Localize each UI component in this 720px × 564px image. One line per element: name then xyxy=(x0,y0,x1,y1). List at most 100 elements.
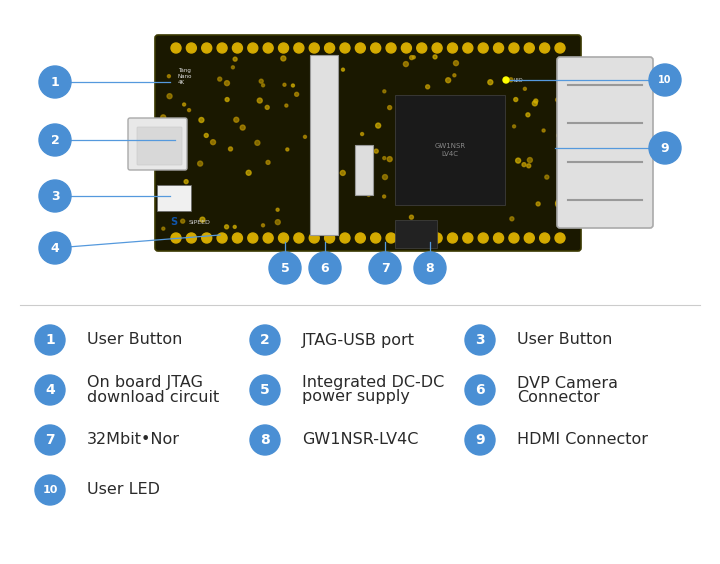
Circle shape xyxy=(494,233,503,243)
Circle shape xyxy=(371,43,381,53)
Circle shape xyxy=(261,84,264,87)
Circle shape xyxy=(356,43,365,53)
Circle shape xyxy=(276,208,279,212)
Circle shape xyxy=(432,43,442,53)
Circle shape xyxy=(540,43,549,53)
Circle shape xyxy=(255,140,260,146)
Text: JTAG-USB port: JTAG-USB port xyxy=(302,333,415,347)
FancyBboxPatch shape xyxy=(155,35,581,251)
Circle shape xyxy=(417,233,427,243)
Circle shape xyxy=(266,160,270,164)
Circle shape xyxy=(200,217,205,222)
Circle shape xyxy=(225,81,230,86)
Circle shape xyxy=(536,202,540,206)
Text: GW1NSR
LV4C: GW1NSR LV4C xyxy=(434,143,466,156)
Circle shape xyxy=(233,233,243,243)
FancyBboxPatch shape xyxy=(137,127,182,165)
Circle shape xyxy=(325,43,335,53)
Circle shape xyxy=(382,175,387,179)
Circle shape xyxy=(542,129,545,132)
Circle shape xyxy=(649,132,681,164)
Text: 8: 8 xyxy=(426,262,434,275)
Circle shape xyxy=(39,180,71,212)
Circle shape xyxy=(532,101,537,106)
Circle shape xyxy=(325,233,335,243)
Circle shape xyxy=(433,55,437,59)
Circle shape xyxy=(387,157,392,162)
Circle shape xyxy=(371,233,381,243)
Circle shape xyxy=(294,92,299,96)
Circle shape xyxy=(184,179,188,184)
Circle shape xyxy=(250,375,280,405)
Circle shape xyxy=(564,123,569,128)
Circle shape xyxy=(514,98,518,102)
Text: DVP Camera: DVP Camera xyxy=(517,376,618,390)
Circle shape xyxy=(453,74,456,77)
Circle shape xyxy=(225,98,229,102)
Circle shape xyxy=(522,162,526,166)
Circle shape xyxy=(39,124,71,156)
Circle shape xyxy=(478,233,488,243)
Circle shape xyxy=(454,61,459,65)
Circle shape xyxy=(374,149,378,153)
Circle shape xyxy=(217,43,227,53)
Circle shape xyxy=(465,375,495,405)
Circle shape xyxy=(570,222,573,226)
Circle shape xyxy=(386,43,396,53)
Circle shape xyxy=(279,233,289,243)
FancyBboxPatch shape xyxy=(157,185,191,211)
Circle shape xyxy=(294,233,304,243)
Circle shape xyxy=(246,170,251,175)
Circle shape xyxy=(186,43,197,53)
Circle shape xyxy=(234,117,239,122)
Circle shape xyxy=(509,78,513,82)
Text: 32Mbit•Nor: 32Mbit•Nor xyxy=(87,433,180,447)
Circle shape xyxy=(248,43,258,53)
Circle shape xyxy=(410,56,413,60)
Circle shape xyxy=(168,187,171,190)
Circle shape xyxy=(527,157,532,162)
Circle shape xyxy=(341,170,346,175)
FancyBboxPatch shape xyxy=(128,118,187,170)
Circle shape xyxy=(283,83,286,86)
Circle shape xyxy=(178,204,181,206)
Circle shape xyxy=(304,135,307,138)
Circle shape xyxy=(264,43,273,53)
Text: 3: 3 xyxy=(50,190,59,202)
Circle shape xyxy=(509,233,519,243)
Circle shape xyxy=(383,157,386,160)
Circle shape xyxy=(233,57,237,61)
Circle shape xyxy=(527,164,531,168)
Circle shape xyxy=(559,189,562,193)
Circle shape xyxy=(265,105,269,109)
Text: Connector: Connector xyxy=(517,390,600,404)
Circle shape xyxy=(361,133,364,135)
Circle shape xyxy=(168,74,171,78)
Circle shape xyxy=(181,219,185,223)
Circle shape xyxy=(410,215,413,219)
Circle shape xyxy=(202,233,212,243)
Circle shape xyxy=(285,104,288,107)
Text: 8: 8 xyxy=(260,433,270,447)
Circle shape xyxy=(259,79,264,83)
Circle shape xyxy=(465,325,495,355)
Text: 1: 1 xyxy=(50,76,59,89)
Text: GW1NSR-LV4C: GW1NSR-LV4C xyxy=(302,433,418,447)
Circle shape xyxy=(187,109,191,112)
Circle shape xyxy=(556,98,559,102)
Circle shape xyxy=(231,66,235,69)
Circle shape xyxy=(524,43,534,53)
Text: 7: 7 xyxy=(45,433,55,447)
Circle shape xyxy=(463,43,473,53)
Circle shape xyxy=(557,134,561,138)
Circle shape xyxy=(403,61,408,67)
Circle shape xyxy=(510,217,514,221)
Circle shape xyxy=(228,147,233,151)
Circle shape xyxy=(39,66,71,98)
Text: User Button: User Button xyxy=(87,333,182,347)
Text: 6: 6 xyxy=(320,262,329,275)
Circle shape xyxy=(167,94,172,99)
Circle shape xyxy=(171,233,181,243)
Circle shape xyxy=(488,80,492,85)
Circle shape xyxy=(534,99,538,103)
